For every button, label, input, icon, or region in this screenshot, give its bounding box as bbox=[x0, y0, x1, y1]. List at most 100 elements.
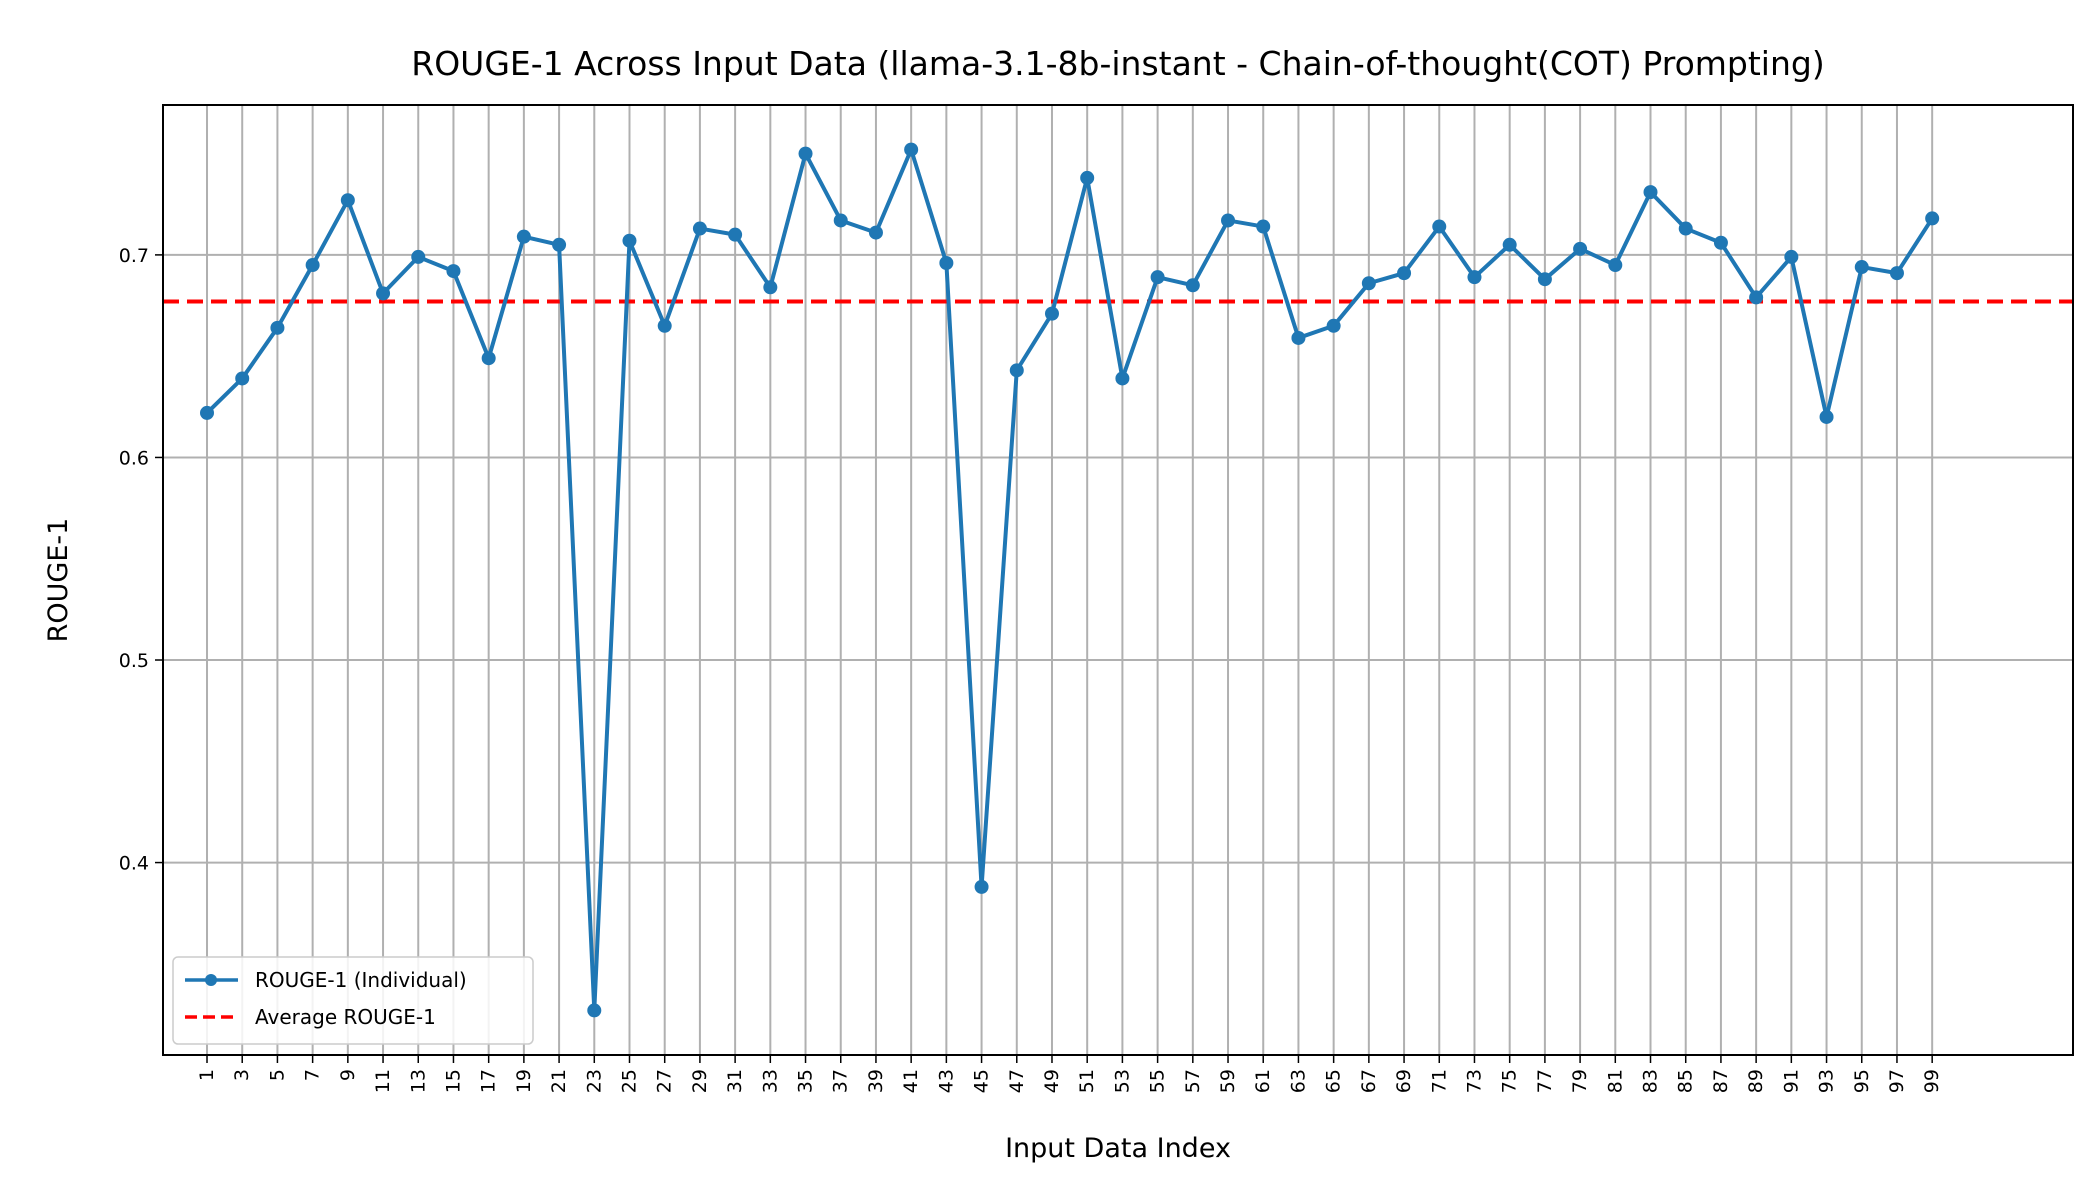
x-tick-label: 35 bbox=[795, 1069, 817, 1093]
data-point bbox=[868, 225, 883, 240]
x-tick-label: 85 bbox=[1675, 1069, 1697, 1093]
x-tick-label: 97 bbox=[1886, 1069, 1908, 1093]
x-tick-label: 47 bbox=[1006, 1069, 1028, 1093]
x-tick-label: 69 bbox=[1393, 1069, 1415, 1093]
x-tick-label: 51 bbox=[1076, 1069, 1098, 1093]
data-point bbox=[1713, 235, 1728, 250]
x-tick-label: 27 bbox=[654, 1069, 676, 1093]
x-tick-label: 73 bbox=[1463, 1069, 1485, 1093]
x-tick-label: 15 bbox=[442, 1069, 464, 1093]
y-tick-label: 0.4 bbox=[119, 853, 149, 875]
x-tick-label: 79 bbox=[1569, 1069, 1591, 1093]
data-point bbox=[305, 258, 320, 273]
data-point bbox=[974, 879, 989, 894]
data-point bbox=[340, 193, 355, 208]
x-tick-label: 57 bbox=[1182, 1069, 1204, 1093]
data-point bbox=[200, 405, 215, 420]
data-point bbox=[1608, 258, 1623, 273]
x-tick-label: 21 bbox=[548, 1069, 570, 1093]
data-point bbox=[1889, 266, 1904, 281]
data-point bbox=[1643, 185, 1658, 200]
data-point bbox=[1537, 272, 1552, 287]
x-tick-label: 33 bbox=[759, 1069, 781, 1093]
legend: ROUGE-1 (Individual) Average ROUGE-1 bbox=[172, 956, 534, 1045]
x-tick-label: 81 bbox=[1604, 1069, 1626, 1093]
x-tick-label: 43 bbox=[935, 1069, 957, 1093]
data-point bbox=[235, 371, 250, 386]
data-point bbox=[1749, 290, 1764, 305]
x-tick-label: 75 bbox=[1499, 1069, 1521, 1093]
data-point bbox=[1502, 237, 1517, 252]
x-tick-label: 17 bbox=[478, 1069, 500, 1093]
rouge1-individual-line bbox=[205, 147, 1934, 1013]
x-tick-label: 89 bbox=[1745, 1069, 1767, 1093]
x-tick-label: 87 bbox=[1710, 1069, 1732, 1093]
x-tick-label: 37 bbox=[830, 1069, 852, 1093]
x-tick-label: 61 bbox=[1252, 1069, 1274, 1093]
data-point bbox=[692, 221, 707, 236]
data-point bbox=[1361, 276, 1376, 291]
data-point bbox=[1115, 371, 1130, 386]
y-axis-label: ROUGE-1 bbox=[43, 518, 74, 643]
x-tick-label: 45 bbox=[971, 1069, 993, 1093]
data-point bbox=[481, 351, 496, 366]
data-point bbox=[1326, 318, 1341, 333]
data-point bbox=[1678, 221, 1693, 236]
data-point bbox=[1009, 363, 1024, 378]
data-point bbox=[1256, 219, 1271, 234]
x-tick-label: 59 bbox=[1217, 1069, 1239, 1093]
x-tick-label: 11 bbox=[372, 1069, 394, 1093]
data-point bbox=[1044, 306, 1059, 321]
data-point bbox=[763, 280, 778, 295]
data-point bbox=[516, 229, 531, 244]
data-point bbox=[833, 213, 848, 228]
chart-title: ROUGE-1 Across Input Data (llama-3.1-8b-… bbox=[411, 44, 1824, 83]
x-tick-label: 67 bbox=[1358, 1069, 1380, 1093]
data-point bbox=[939, 255, 954, 270]
data-point bbox=[904, 142, 919, 157]
series-layer bbox=[200, 142, 1940, 1018]
data-point bbox=[1150, 270, 1165, 285]
x-tick-label: 99 bbox=[1921, 1069, 1943, 1093]
x-tick-label: 13 bbox=[407, 1069, 429, 1093]
data-point bbox=[1819, 409, 1834, 424]
x-tick-label: 53 bbox=[1111, 1069, 1133, 1093]
x-tick-label: 25 bbox=[618, 1069, 640, 1093]
data-point bbox=[1221, 213, 1236, 228]
data-point bbox=[411, 249, 426, 264]
legend-box bbox=[172, 956, 534, 1045]
x-tick-label: 1 bbox=[196, 1069, 218, 1081]
x-tick-label: 29 bbox=[689, 1069, 711, 1093]
x-tick-label: 55 bbox=[1147, 1069, 1169, 1093]
data-point bbox=[1185, 278, 1200, 293]
data-point bbox=[1291, 330, 1306, 345]
x-tick-label: 65 bbox=[1323, 1069, 1345, 1093]
legend-average-label: Average ROUGE-1 bbox=[255, 1005, 436, 1029]
x-axis-ticks: 1 3 5 7 9 11 13 15 17 19 21 23 25 27 29 31 33 35 37 39 41 43 4… bbox=[196, 1055, 1943, 1093]
data-point bbox=[1573, 241, 1588, 256]
y-tick-label: 0.5 bbox=[119, 650, 149, 672]
data-point bbox=[1432, 219, 1447, 234]
legend-individual-label: ROUGE-1 (Individual) bbox=[255, 968, 467, 992]
x-tick-label: 31 bbox=[724, 1069, 746, 1093]
x-tick-label: 49 bbox=[1041, 1069, 1063, 1093]
x-tick-label: 7 bbox=[302, 1069, 324, 1081]
data-point bbox=[1854, 260, 1869, 275]
data-point bbox=[1397, 266, 1412, 281]
x-tick-label: 5 bbox=[266, 1069, 288, 1081]
x-tick-label: 95 bbox=[1851, 1069, 1873, 1093]
x-axis-label: Input Data Index bbox=[1005, 1133, 1231, 1164]
x-tick-label: 39 bbox=[865, 1069, 887, 1093]
data-point bbox=[1080, 170, 1095, 185]
x-tick-label: 93 bbox=[1816, 1069, 1838, 1093]
data-point bbox=[552, 237, 567, 252]
data-point bbox=[270, 320, 285, 335]
x-tick-label: 23 bbox=[583, 1069, 605, 1093]
data-point bbox=[587, 1003, 602, 1018]
data-point bbox=[728, 227, 743, 242]
x-tick-label: 77 bbox=[1534, 1069, 1556, 1093]
x-tick-label: 71 bbox=[1428, 1069, 1450, 1093]
data-point bbox=[1784, 249, 1799, 264]
